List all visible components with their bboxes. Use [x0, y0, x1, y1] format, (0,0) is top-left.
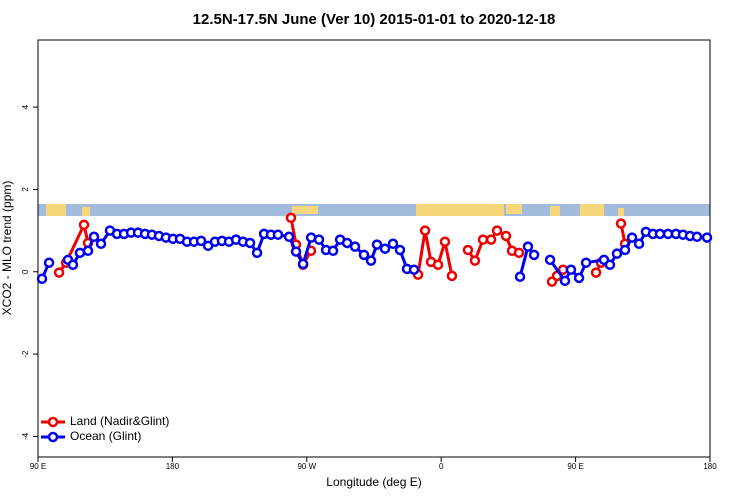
point: [514, 271, 526, 282]
chart-title: 12.5N-17.5N June (Ver 10) 2015-01-01 to …: [193, 11, 556, 28]
point: [379, 243, 391, 254]
point: [565, 264, 577, 275]
point: [528, 249, 540, 261]
point: [244, 237, 256, 249]
point: [88, 231, 100, 243]
point: [67, 259, 79, 271]
point: [590, 267, 602, 278]
point: [394, 244, 406, 256]
y-tick-label: -4: [21, 432, 30, 440]
y-axis-label: XCO2 - MLO trend (ppm): [0, 181, 14, 316]
x-tick-label: 180: [703, 462, 717, 471]
point: [349, 241, 361, 252]
point: [446, 270, 458, 282]
point: [358, 249, 370, 261]
legend-marker: [47, 416, 59, 428]
series-line: [57, 217, 627, 283]
point: [491, 225, 503, 236]
legend-marker: [47, 431, 59, 443]
point: [82, 245, 94, 257]
point: [365, 255, 377, 266]
point: [513, 247, 525, 259]
point: [408, 264, 420, 275]
point: [626, 232, 638, 243]
point: [95, 238, 107, 250]
point: [485, 234, 497, 245]
point: [615, 218, 627, 229]
point: [387, 238, 399, 250]
point: [371, 239, 383, 250]
plot-frame: [37, 39, 711, 458]
x-tick-label: 180: [166, 462, 180, 471]
x-axis-label: Longitude (deg E): [326, 475, 421, 489]
legend-label: Land (Nadir&Glint): [70, 414, 169, 428]
point: [500, 230, 512, 242]
point: [272, 229, 284, 240]
point: [477, 234, 489, 245]
point: [701, 232, 713, 243]
point: [43, 257, 55, 268]
point: [53, 267, 65, 278]
point: [573, 272, 585, 284]
point: [327, 245, 339, 257]
point: [522, 241, 534, 252]
point: [611, 248, 623, 259]
y-tick-label: 4: [21, 104, 30, 109]
point: [195, 235, 207, 247]
point: [285, 212, 297, 224]
point: [544, 254, 556, 266]
point: [74, 247, 86, 259]
point: [78, 219, 90, 231]
point: [432, 259, 444, 271]
y-tick-label: 0: [21, 269, 30, 274]
point: [654, 228, 666, 240]
y-tick-label: 2: [21, 187, 30, 192]
point: [439, 236, 451, 247]
x-tick-label: 90 W: [297, 462, 316, 471]
point: [691, 231, 703, 243]
point: [559, 275, 571, 287]
point: [619, 244, 631, 256]
point: [290, 246, 302, 257]
series-line: [40, 228, 708, 284]
x-tick-label: 0: [439, 462, 444, 471]
x-tick-label: 90 E: [567, 462, 583, 471]
point: [341, 237, 353, 249]
point: [419, 225, 431, 236]
point: [297, 258, 309, 270]
point: [36, 273, 48, 285]
point: [283, 231, 295, 243]
x-tick-label: 90 E: [30, 462, 46, 471]
point: [580, 257, 592, 268]
point: [469, 255, 481, 266]
y-tick-label: -2: [21, 350, 30, 358]
point: [313, 234, 325, 245]
legend-label: Ocean (Glint): [70, 429, 141, 443]
point: [604, 259, 616, 271]
point: [633, 238, 645, 250]
point: [251, 247, 263, 259]
point: [462, 244, 474, 256]
map-strip: [38, 204, 710, 216]
